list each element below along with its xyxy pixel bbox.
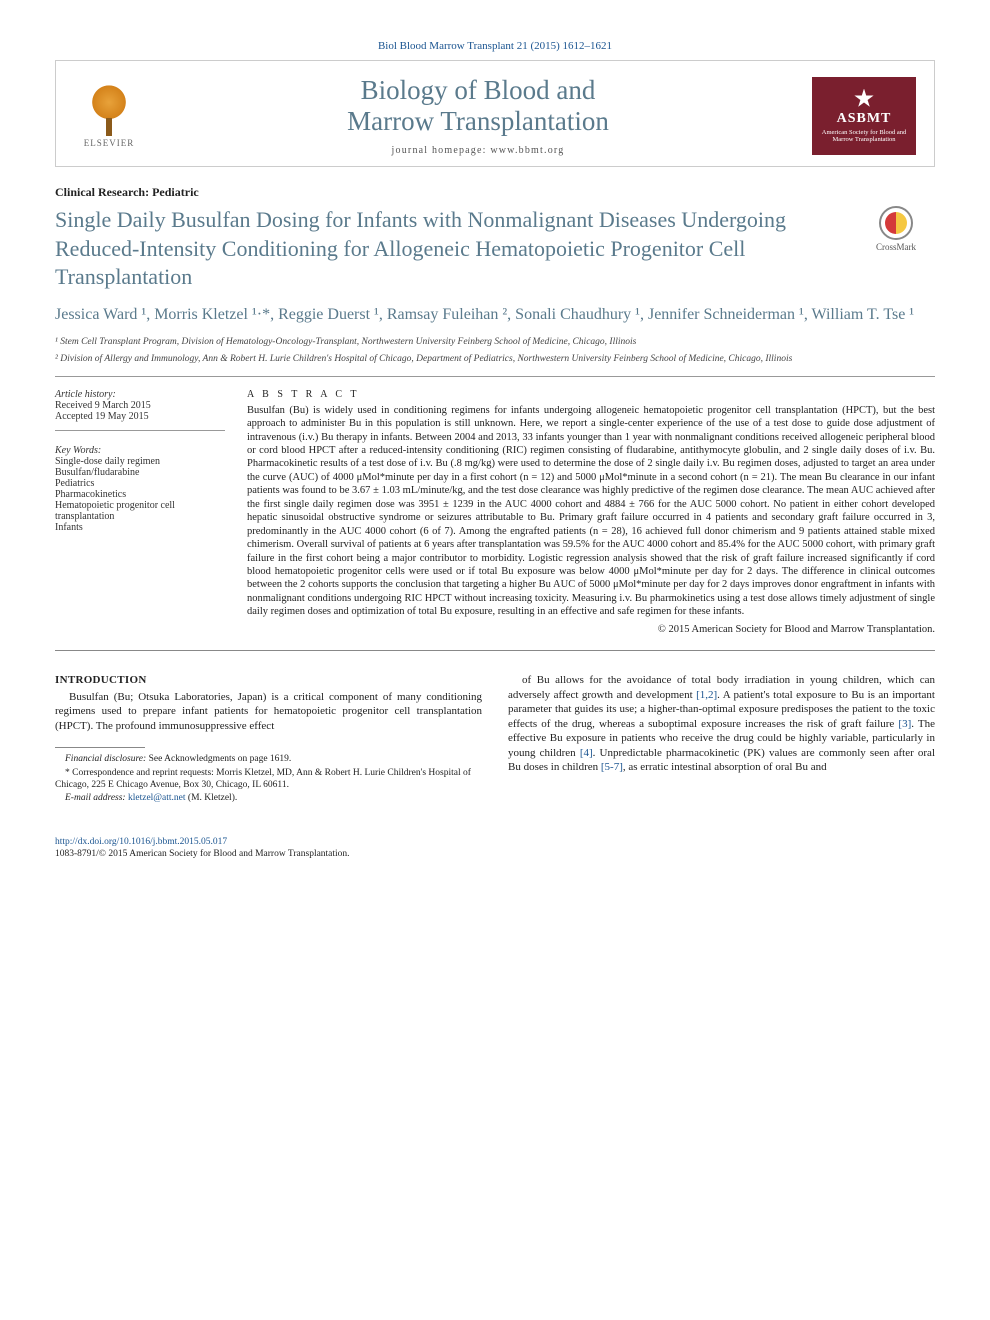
keyword: Pediatrics — [55, 478, 225, 489]
divider — [55, 376, 935, 377]
issn-copyright: 1083-8791/© 2015 American Society for Bl… — [55, 848, 935, 860]
body-col-right: of Bu allows for the avoidance of total … — [508, 673, 935, 805]
keyword: Single-dose daily regimen — [55, 456, 225, 467]
affiliation-1: ¹ Stem Cell Transplant Program, Division… — [55, 336, 935, 349]
footnotes: Financial disclosure: See Acknowledgment… — [55, 753, 482, 804]
divider — [55, 430, 225, 431]
elsevier-label: ELSEVIER — [84, 138, 135, 148]
footnote-label: Financial disclosure: — [65, 754, 146, 764]
ref-link[interactable]: [5-7] — [601, 761, 623, 773]
keyword: Pharmacokinetics — [55, 489, 225, 500]
abstract-copyright: © 2015 American Society for Blood and Ma… — [247, 623, 935, 636]
abstract-text: Busulfan (Bu) is widely used in conditio… — [247, 404, 935, 619]
journal-title-line2: Marrow Transplantation — [160, 106, 796, 137]
asbmt-subtitle: American Society for Blood and Marrow Tr… — [816, 129, 912, 143]
footnote-correspondence: * Correspondence and reprint requests: M… — [55, 767, 482, 792]
journal-citation: Biol Blood Marrow Transplant 21 (2015) 1… — [55, 40, 935, 52]
crossmark-label: CrossMark — [876, 242, 916, 252]
footnote-email: E-mail address: kletzel@att.net (M. Klet… — [55, 792, 482, 804]
ref-link[interactable]: [3] — [898, 718, 911, 730]
ref-link[interactable]: [1,2] — [696, 689, 717, 701]
journal-title-line1: Biology of Blood and — [160, 75, 796, 106]
footnote-divider — [55, 747, 145, 748]
elsevier-logo: ELSEVIER — [74, 77, 144, 155]
asbmt-logo: ASBMT American Society for Blood and Mar… — [812, 77, 916, 155]
keyword: Infants — [55, 522, 225, 533]
asbmt-star-icon — [854, 89, 874, 109]
accepted-date: Accepted 19 May 2015 — [55, 411, 225, 422]
authors-list: Jessica Ward ¹, Morris Kletzel ¹·*, Regg… — [55, 304, 935, 326]
intro-heading: INTRODUCTION — [55, 673, 482, 688]
body-text: , as erratic intestinal absorption of or… — [623, 761, 827, 773]
keyword: Hematopoietic progenitor cell transplant… — [55, 500, 225, 522]
footnote-financial: Financial disclosure: See Acknowledgment… — [55, 753, 482, 765]
abstract: A B S T R A C T Busulfan (Bu) is widely … — [247, 389, 935, 636]
crossmark-icon — [879, 206, 913, 240]
affiliation-2: ² Division of Allergy and Immunology, An… — [55, 353, 935, 366]
email-link[interactable]: kletzel@att.net — [128, 793, 186, 803]
article-type: Clinical Research: Pediatric — [55, 185, 935, 200]
journal-homepage[interactable]: journal homepage: www.bbmt.org — [160, 145, 796, 156]
received-date: Received 9 March 2015 — [55, 400, 225, 411]
journal-header: ELSEVIER Biology of Blood and Marrow Tra… — [55, 60, 935, 167]
keywords-label: Key Words: — [55, 445, 225, 456]
divider — [55, 650, 935, 651]
footnote-label: E-mail address: — [65, 793, 126, 803]
footnote-text: See Acknowledgments on page 1619. — [146, 754, 291, 764]
doi-link[interactable]: http://dx.doi.org/10.1016/j.bbmt.2015.05… — [55, 836, 935, 848]
history-label: Article history: — [55, 389, 225, 400]
page-footer: http://dx.doi.org/10.1016/j.bbmt.2015.05… — [55, 836, 935, 861]
body-columns: INTRODUCTION Busulfan (Bu; Otsuka Labora… — [55, 673, 935, 805]
article-title: Single Daily Busulfan Dosing for Infants… — [55, 206, 841, 292]
asbmt-acronym: ASBMT — [837, 111, 892, 127]
abstract-heading: A B S T R A C T — [247, 389, 935, 402]
article-meta: Article history: Received 9 March 2015 A… — [55, 389, 225, 636]
crossmark-badge[interactable]: CrossMark — [857, 206, 935, 252]
body-paragraph: Busulfan (Bu; Otsuka Laboratories, Japan… — [55, 690, 482, 734]
ref-link[interactable]: [4] — [580, 747, 593, 759]
body-col-left: INTRODUCTION Busulfan (Bu; Otsuka Labora… — [55, 673, 482, 805]
footnote-text: (M. Kletzel). — [186, 793, 238, 803]
body-paragraph: of Bu allows for the avoidance of total … — [508, 673, 935, 775]
journal-title-block: Biology of Blood and Marrow Transplantat… — [160, 75, 796, 156]
keyword: Busulfan/fludarabine — [55, 467, 225, 478]
elsevier-tree-icon — [85, 84, 133, 136]
